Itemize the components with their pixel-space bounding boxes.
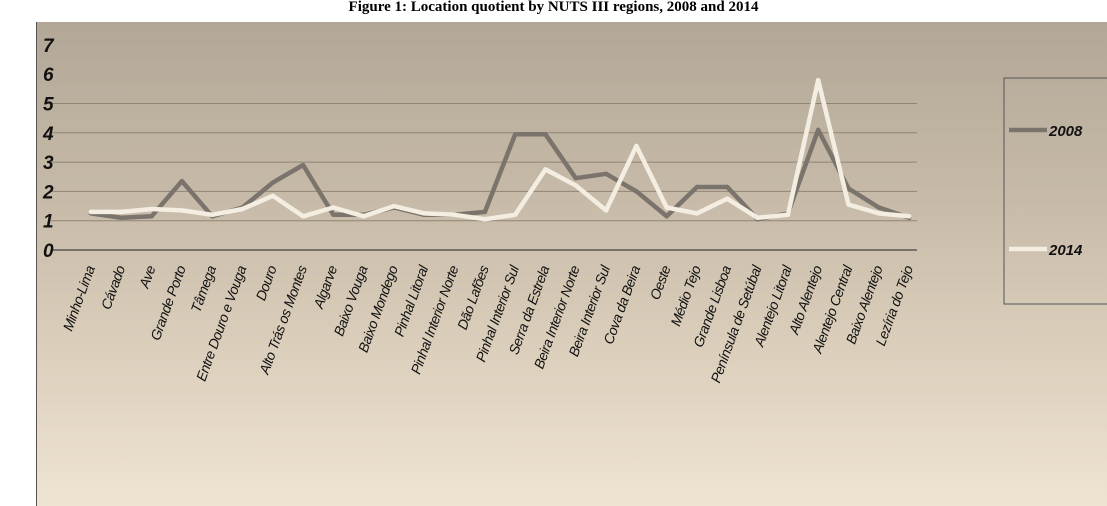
data-point — [543, 132, 548, 137]
data-point — [391, 203, 397, 209]
data-point — [603, 208, 609, 213]
data-point — [149, 206, 154, 212]
data-point — [846, 202, 851, 207]
legend-label-2014: 2014 — [1048, 242, 1083, 259]
data-point — [482, 209, 488, 215]
x-tick-label: Minho-Lima — [59, 263, 98, 333]
data-point — [270, 193, 275, 198]
gridlines — [51, 103, 917, 251]
x-tick-label: Cávado — [98, 263, 129, 312]
series-line-2014 — [88, 77, 912, 222]
legend-label-2008: 2008 — [1048, 123, 1083, 140]
data-point — [876, 205, 881, 210]
data-point — [694, 211, 700, 216]
data-point — [664, 205, 669, 210]
y-tick-label: 4 — [42, 124, 54, 145]
data-point — [331, 205, 336, 210]
data-point — [300, 162, 306, 168]
x-tick-label: Tâmega — [187, 263, 219, 315]
data-point — [755, 215, 760, 220]
data-point — [664, 214, 669, 219]
data-point — [88, 209, 94, 215]
data-point — [119, 215, 124, 220]
series-lines — [88, 77, 912, 222]
page-title: Figure 1: Location quotient by NUTS III … — [348, 0, 759, 15]
data-point — [816, 127, 821, 133]
data-point — [694, 184, 700, 190]
data-point — [422, 211, 427, 216]
x-tick-label: Oeste — [647, 263, 674, 302]
legend: 2008 2014 — [1003, 77, 1107, 305]
data-point — [179, 178, 185, 184]
x-tick-label: Douro — [252, 263, 279, 303]
y-tick-label: 6 — [43, 65, 54, 86]
y-tick-label: 0 — [43, 241, 54, 262]
data-point — [603, 171, 609, 177]
data-point — [452, 212, 457, 218]
data-point — [331, 212, 336, 218]
series-line-2008 — [88, 127, 912, 222]
data-point — [119, 209, 124, 215]
x-tick-label: Ave — [135, 263, 158, 291]
data-point — [240, 206, 245, 212]
y-tick-label: 5 — [43, 95, 54, 116]
y-tick-label: 1 — [43, 212, 54, 233]
y-tick-label: 2 — [42, 182, 54, 203]
data-point — [876, 211, 881, 216]
y-tick-label: 7 — [43, 36, 55, 57]
y-axis-ticks: 0 1 2 3 4 5 6 7 — [42, 36, 55, 262]
data-point — [513, 132, 518, 137]
data-point — [513, 212, 518, 218]
x-tick-label: Algarve — [310, 263, 341, 311]
data-point — [785, 212, 791, 218]
y-tick-label: 3 — [43, 153, 54, 174]
legend-box — [1003, 77, 1107, 305]
data-point — [179, 208, 185, 213]
data-point — [906, 214, 912, 219]
data-point — [300, 214, 306, 219]
data-point — [573, 183, 578, 188]
data-point — [634, 189, 639, 194]
data-point — [270, 180, 275, 185]
data-point — [846, 186, 851, 191]
data-point — [725, 184, 730, 190]
data-point — [210, 212, 215, 218]
data-point — [573, 176, 578, 181]
data-point — [361, 214, 366, 219]
data-point — [543, 167, 548, 172]
data-point — [634, 143, 639, 149]
data-point — [816, 77, 821, 83]
data-point — [482, 217, 488, 222]
data-point — [725, 196, 730, 201]
data-point — [149, 214, 154, 219]
